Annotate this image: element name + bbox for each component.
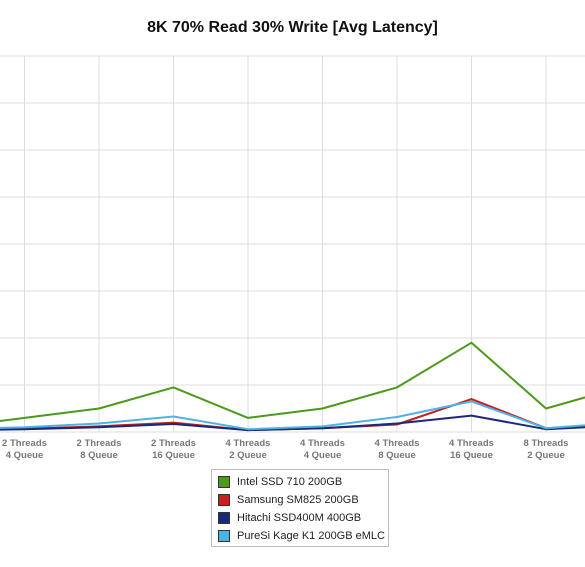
series-line	[0, 341, 585, 422]
series-line	[0, 414, 585, 432]
x-tick-label: 4 Queue	[304, 450, 342, 461]
x-tick-label: 8 Queue	[80, 450, 118, 461]
x-tick-label: 2 Threads	[77, 438, 122, 449]
legend-item: PureSi Kage K1 200GB eMLC	[218, 527, 385, 545]
series-lines	[0, 341, 585, 432]
legend: Intel SSD 710 200GB Samsung SM825 200GB …	[211, 469, 389, 547]
x-tick-label: 4 Threads	[449, 438, 494, 449]
x-tick-label: 16 Queue	[152, 450, 195, 461]
legend-label: Samsung SM825 200GB	[237, 494, 359, 506]
legend-item: Samsung SM825 200GB	[218, 491, 382, 509]
x-tick-label: 4 Threads	[300, 438, 345, 449]
legend-swatch	[218, 512, 230, 524]
x-tick-label: 8 Queue	[378, 450, 416, 461]
legend-item: Intel SSD 710 200GB	[218, 473, 382, 491]
legend-swatch	[218, 494, 230, 506]
x-tick-label: 2 Queue	[229, 450, 267, 461]
legend-label: PureSi Kage K1 200GB eMLC	[237, 530, 385, 542]
legend-swatch	[218, 530, 230, 542]
x-tick-label: 2 Threads	[151, 438, 196, 449]
legend-label: Intel SSD 710 200GB	[237, 476, 343, 488]
x-tick-label: 4 Threads	[375, 438, 420, 449]
grid	[0, 55, 585, 433]
legend-label: Hitachi SSD400M 400GB	[237, 512, 362, 524]
legend-item: Hitachi SSD400M 400GB	[218, 509, 382, 527]
legend-swatch	[218, 476, 230, 488]
x-tick-label: 2 Threads	[2, 438, 47, 449]
x-tick-label: 16 Queue	[450, 450, 493, 461]
x-tick-label: 2 Queue	[527, 450, 565, 461]
series-line	[0, 400, 585, 431]
x-tick-label: 4 Threads	[226, 438, 271, 449]
chart-title: 8K 70% Read 30% Write [Avg Latency]	[147, 19, 438, 36]
x-tick-label: 8 Threads	[524, 438, 569, 449]
x-tick-label: 4 Queue	[6, 450, 44, 461]
